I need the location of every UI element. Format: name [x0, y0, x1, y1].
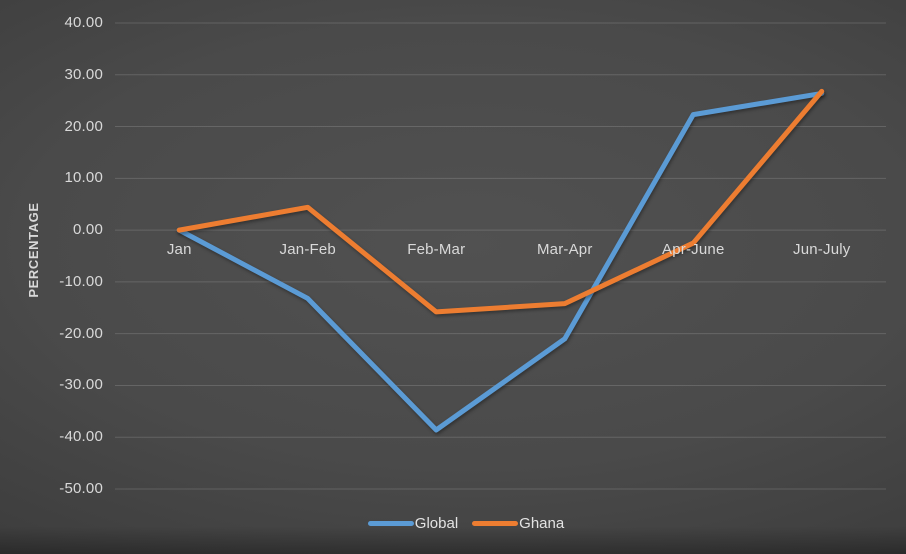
y-tick-label: -20.00	[59, 324, 103, 342]
y-tick-label: 10.00	[64, 169, 103, 187]
y-tick-label: 20.00	[64, 117, 103, 135]
y-tick-label: -10.00	[59, 272, 103, 290]
legend-item-ghana[interactable]: Ghana	[472, 515, 564, 532]
legend: Global Ghana	[0, 512, 906, 534]
legend-label-ghana: Ghana	[519, 514, 565, 532]
series-lines	[176, 88, 825, 433]
y-tick-label: -40.00	[59, 428, 103, 446]
y-tick-label: 30.00	[64, 65, 103, 83]
x-category-label: Feb-Mar	[407, 241, 466, 258]
x-category-label: Jun-July	[793, 241, 851, 258]
y-tick-label: 0.00	[73, 221, 103, 239]
x-category-label: Apr-June	[662, 241, 725, 258]
legend-swatch-ghana	[472, 520, 519, 526]
y-tick-label: -30.00	[59, 376, 103, 394]
y-tick-label: -50.00	[59, 480, 103, 497]
x-category-label: Jan-Feb	[279, 241, 336, 258]
gridlines	[115, 22, 886, 490]
x-category-label: Mar-Apr	[536, 241, 593, 258]
legend-label-global: Global	[414, 514, 459, 532]
series-line-ghana	[176, 88, 825, 315]
y-tick-label: 40.00	[64, 14, 103, 31]
y-axis-title: PERCENTAGE	[26, 202, 41, 298]
x-category-label: Jan	[166, 241, 192, 258]
legend-item-global[interactable]: Global	[367, 514, 459, 532]
legend-swatch-global	[367, 520, 414, 526]
series-line-global	[176, 90, 825, 433]
